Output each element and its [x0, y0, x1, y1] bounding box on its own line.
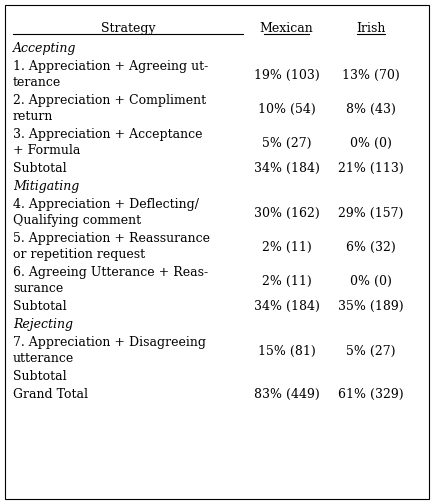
- Text: 2. Appreciation + Compliment
return: 2. Appreciation + Compliment return: [13, 94, 206, 123]
- Text: 34% (184): 34% (184): [253, 300, 319, 313]
- Text: Subtotal: Subtotal: [13, 162, 67, 175]
- Text: 15% (81): 15% (81): [257, 345, 316, 357]
- Text: 2% (11): 2% (11): [262, 275, 311, 287]
- Text: Grand Total: Grand Total: [13, 388, 88, 401]
- Text: Accepting: Accepting: [13, 42, 76, 55]
- Text: Rejecting: Rejecting: [13, 318, 73, 331]
- Text: Subtotal: Subtotal: [13, 370, 67, 383]
- Text: 8% (43): 8% (43): [346, 102, 396, 115]
- Text: 2% (11): 2% (11): [262, 240, 311, 254]
- Text: 30% (162): 30% (162): [253, 207, 319, 220]
- Text: 6. Agreeing Utterance + Reas-
surance: 6. Agreeing Utterance + Reas- surance: [13, 266, 208, 295]
- Text: 1. Appreciation + Agreeing ut-
terance: 1. Appreciation + Agreeing ut- terance: [13, 60, 208, 89]
- Text: 13% (70): 13% (70): [342, 69, 400, 82]
- Text: 83% (449): 83% (449): [253, 388, 319, 401]
- Text: Mexican: Mexican: [260, 22, 313, 35]
- Text: 5. Appreciation + Reassurance
or repetition request: 5. Appreciation + Reassurance or repetit…: [13, 232, 210, 261]
- Text: 3. Appreciation + Acceptance
+ Formula: 3. Appreciation + Acceptance + Formula: [13, 128, 203, 157]
- Text: 4. Appreciation + Deflecting/
Qualifying comment: 4. Appreciation + Deflecting/ Qualifying…: [13, 198, 199, 227]
- Text: 5% (27): 5% (27): [346, 345, 396, 357]
- Text: 5% (27): 5% (27): [262, 137, 311, 150]
- Text: 0% (0): 0% (0): [350, 137, 392, 150]
- Text: 0% (0): 0% (0): [350, 275, 392, 287]
- Text: Mitigating: Mitigating: [13, 180, 79, 193]
- Text: Irish: Irish: [356, 22, 386, 35]
- Text: 6% (32): 6% (32): [346, 240, 396, 254]
- Text: 34% (184): 34% (184): [253, 162, 319, 175]
- Text: 29% (157): 29% (157): [339, 207, 404, 220]
- Text: Strategy: Strategy: [101, 22, 155, 35]
- Text: 10% (54): 10% (54): [257, 102, 316, 115]
- Text: 21% (113): 21% (113): [338, 162, 404, 175]
- Text: 61% (329): 61% (329): [338, 388, 404, 401]
- Text: 35% (189): 35% (189): [338, 300, 404, 313]
- Text: 19% (103): 19% (103): [253, 69, 319, 82]
- Text: 7. Appreciation + Disagreeing
utterance: 7. Appreciation + Disagreeing utterance: [13, 336, 206, 365]
- Text: Subtotal: Subtotal: [13, 300, 67, 313]
